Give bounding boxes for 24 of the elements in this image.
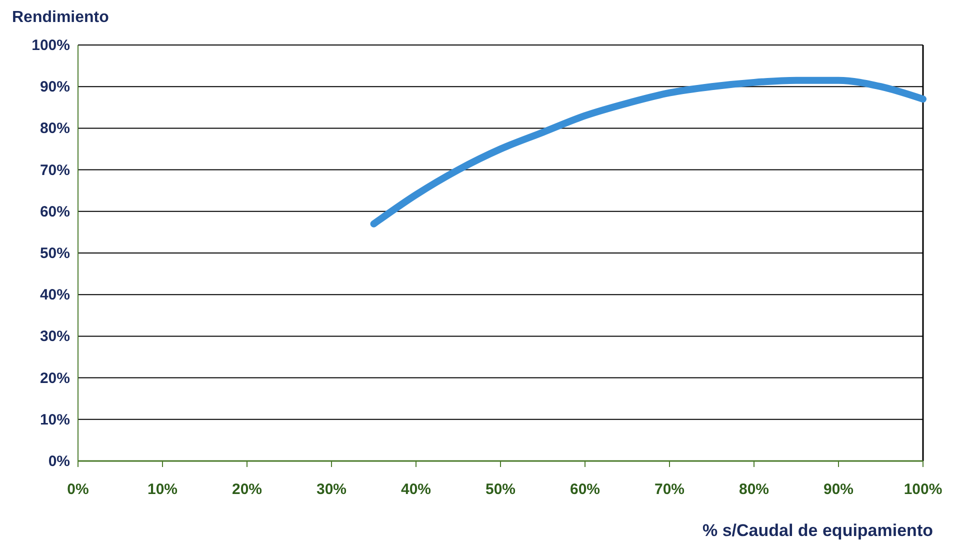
y-tick-label: 20% xyxy=(40,370,70,387)
y-tick-label: 100% xyxy=(32,37,70,54)
y-tick-label: 40% xyxy=(40,286,70,304)
y-tick-label: 50% xyxy=(40,245,70,262)
x-tick-label: 20% xyxy=(232,481,262,498)
x-tick-label: 10% xyxy=(147,481,178,498)
y-tick-label: 0% xyxy=(48,453,70,470)
x-tick-label: 60% xyxy=(570,481,600,498)
y-tick-label: 60% xyxy=(40,203,70,220)
x-axis-title: % s/Caudal de equipamiento xyxy=(702,521,933,540)
y-tick-label: 70% xyxy=(40,162,70,179)
x-tick-label: 0% xyxy=(67,481,89,498)
y-tick-label: 30% xyxy=(40,328,70,346)
x-tick-label: 100% xyxy=(904,481,942,498)
x-tick-label: 80% xyxy=(738,481,770,498)
x-tick-label: 50% xyxy=(485,481,516,498)
x-tick-label: 70% xyxy=(654,481,685,498)
x-tick-label: 30% xyxy=(316,481,347,498)
x-tick-label: 40% xyxy=(400,481,432,498)
y-tick-label: 80% xyxy=(40,120,70,138)
y-tick-label: 10% xyxy=(40,411,70,428)
x-tick-label: 90% xyxy=(823,481,854,498)
y-axis-title: Rendimiento xyxy=(12,9,110,26)
y-tick-label: 90% xyxy=(40,78,70,96)
